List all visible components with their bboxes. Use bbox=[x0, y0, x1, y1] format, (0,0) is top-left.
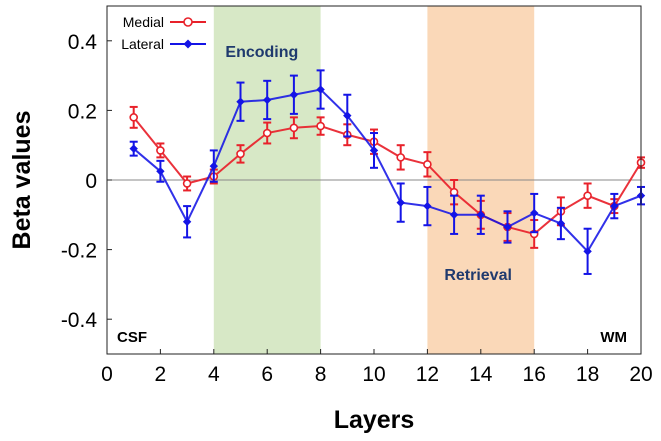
x-tick-label: 16 bbox=[523, 363, 546, 386]
data-point bbox=[610, 201, 619, 211]
data-point bbox=[316, 85, 325, 94]
data-point bbox=[449, 210, 459, 219]
x-tick-label: 8 bbox=[315, 363, 327, 386]
x-tick-label: 14 bbox=[469, 363, 493, 386]
series-line-medial bbox=[132, 116, 642, 236]
data-point bbox=[236, 97, 245, 106]
data-point bbox=[262, 128, 272, 138]
y-tick-label: -0.4 bbox=[61, 309, 98, 332]
wm-label: WM bbox=[600, 329, 627, 346]
y-axis-title: Beta values bbox=[8, 111, 36, 250]
data-point bbox=[263, 95, 272, 105]
data-point bbox=[583, 247, 592, 256]
data-point bbox=[583, 191, 592, 200]
data-point bbox=[129, 113, 138, 122]
x-tick-label: 20 bbox=[629, 363, 652, 386]
x-tick-label: 0 bbox=[101, 363, 113, 386]
data-point bbox=[236, 149, 245, 159]
y-tick-label: -0.2 bbox=[61, 240, 97, 263]
data-point bbox=[182, 217, 192, 226]
data-point bbox=[156, 167, 165, 176]
series-line-lateral bbox=[133, 88, 642, 253]
x-tick-label: 10 bbox=[362, 363, 385, 386]
data-point bbox=[530, 208, 539, 218]
y-tick-label: 0.2 bbox=[68, 100, 97, 123]
data-point bbox=[503, 222, 512, 232]
axis-ticks: 0 2 4 6 8 10 12 14 16 18 20 0.4 0.2 0 -0.2 -0.4 bbox=[61, 31, 653, 386]
data-point bbox=[209, 161, 218, 171]
data-point bbox=[156, 146, 165, 155]
data-point bbox=[182, 179, 192, 188]
data-point bbox=[289, 123, 299, 133]
x-tick-label: 12 bbox=[416, 363, 439, 386]
legend-marker bbox=[183, 39, 193, 49]
x-tick-label: 2 bbox=[155, 363, 167, 386]
data-point bbox=[316, 121, 325, 131]
retrieval-band-label: Retrieval bbox=[444, 267, 512, 284]
data-point bbox=[476, 210, 485, 219]
legend: Medial Lateral bbox=[121, 14, 206, 52]
legend-label-medial: Medial bbox=[123, 14, 164, 30]
data-point bbox=[449, 187, 459, 197]
x-tick-label: 18 bbox=[576, 363, 599, 386]
legend-label-lateral: Lateral bbox=[121, 36, 164, 52]
data-point bbox=[423, 160, 432, 169]
y-tick-label: 0 bbox=[85, 170, 97, 193]
data-point bbox=[343, 111, 352, 120]
series-lateral bbox=[129, 69, 646, 275]
data-point bbox=[289, 90, 299, 99]
data-point bbox=[396, 153, 406, 162]
x-tick-label: 6 bbox=[261, 363, 273, 386]
data-point bbox=[369, 146, 379, 155]
series-layer bbox=[129, 69, 646, 275]
data-point bbox=[556, 219, 566, 228]
y-tick-label: 0.4 bbox=[68, 31, 98, 54]
csf-label: CSF bbox=[117, 329, 147, 346]
encoding-band-label: Encoding bbox=[225, 44, 298, 61]
x-tick-label: 4 bbox=[208, 363, 220, 386]
data-point bbox=[423, 201, 432, 211]
x-axis-title: Layers bbox=[334, 406, 415, 434]
legend-marker bbox=[183, 17, 193, 27]
data-point bbox=[129, 144, 138, 153]
data-point bbox=[396, 198, 405, 207]
